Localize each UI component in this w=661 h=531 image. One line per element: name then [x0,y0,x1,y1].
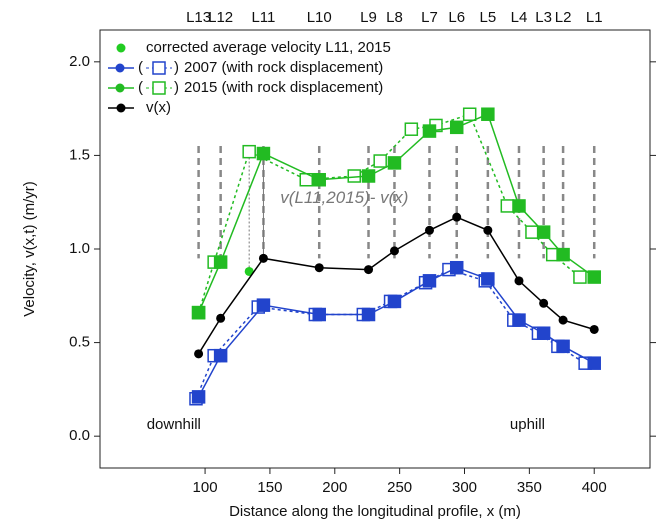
square [536,326,551,340]
station-label: L4 [511,9,528,26]
station-label: L6 [448,9,465,26]
station-label: L5 [480,9,497,26]
station-label: L2 [555,9,572,26]
x-tick-label: 100 [193,479,218,496]
square [422,124,437,138]
station-label: L12 [208,9,233,26]
y-tick-label: 0.0 [69,427,90,444]
square [256,298,271,312]
square [422,274,437,288]
open-square [573,270,587,284]
x-tick-label: 200 [322,479,347,496]
open-square [500,199,515,213]
square [556,247,570,262]
point [452,212,462,222]
square [361,169,376,183]
square [361,307,376,322]
open-square [242,144,256,159]
square [387,156,402,170]
square [587,270,601,284]
square [256,146,271,161]
station-label: L10 [307,9,332,26]
open-square [373,154,387,168]
legend-label: v(x) [146,99,171,116]
x-tick-label: 350 [517,479,542,496]
x-tick-label: 400 [582,479,607,496]
legend-label: 2015 (with rock displacement) [184,79,383,96]
x-tick-label: 250 [387,479,412,496]
legend-marker [116,43,126,53]
x-axis-title: Distance along the longitudinal profile,… [229,503,521,520]
station-label: L13 [186,9,211,26]
legend-paren: ) [174,79,179,96]
legend-marker [116,103,126,113]
open-square [404,122,419,136]
square [587,356,601,370]
square [213,255,228,269]
square [449,260,464,275]
x-tick-label: 150 [257,479,282,496]
square [556,339,570,354]
station-label: L7 [421,9,438,26]
square [191,390,206,404]
square [536,225,551,239]
annotation: uphill [510,416,545,433]
y-tick-label: 1.0 [69,240,90,257]
annotation: v(L11,2015)- v(x) [280,188,408,207]
point [364,265,374,275]
point [483,225,493,235]
open-square [525,225,539,239]
legend-paren: ) [174,59,179,76]
point [258,253,268,263]
y-axis-title: Velocity, v(x,t) (m/yr) [21,181,38,317]
square [312,172,326,187]
station-label: L9 [360,9,377,26]
point [389,246,399,256]
legend-marker [152,81,166,95]
x-tick-label: 300 [452,479,477,496]
dashed-line [195,268,586,400]
legend-label: corrected average velocity L11, 2015 [146,39,391,56]
square [449,120,464,135]
y-tick-label: 0.5 [69,334,90,351]
station-label: L1 [586,9,603,26]
square [213,348,228,363]
point [424,225,434,235]
square [191,305,206,320]
point [194,349,204,359]
legend-label: 2007 (with rock displacement) [184,59,383,76]
point [539,298,549,308]
y-tick-label: 1.5 [69,146,90,163]
point [514,276,524,286]
open-square [462,107,477,121]
point [558,315,568,325]
square [512,199,526,213]
square [312,307,326,322]
station-label: L3 [535,9,552,26]
square [481,107,495,121]
point [216,313,226,323]
legend-paren: ( [138,59,143,76]
series-line [197,113,595,313]
square [481,272,495,286]
square [387,294,402,309]
square [512,313,526,327]
annotation: downhill [147,416,201,433]
open-square [347,169,361,183]
legend-paren: ( [138,79,143,96]
point [314,263,324,273]
station-label: L8 [386,9,403,26]
y-tick-label: 2.0 [69,53,90,70]
point [589,324,599,334]
legend-marker [152,61,166,75]
station-label: L11 [251,9,275,26]
point [244,266,254,276]
